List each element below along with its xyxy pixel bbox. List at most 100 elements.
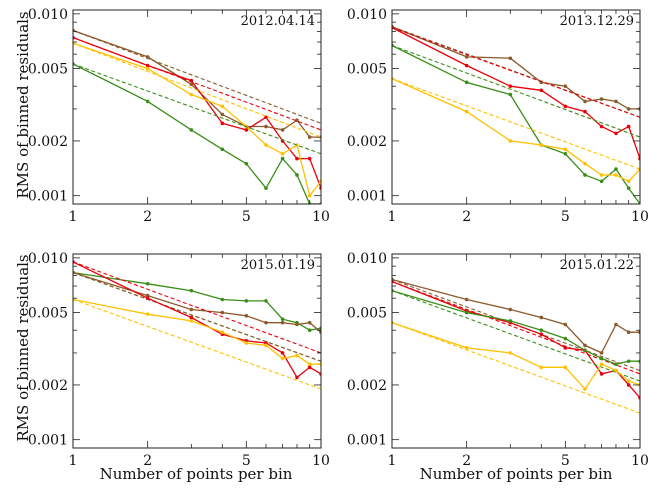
data-point	[539, 365, 544, 370]
plot-area	[73, 260, 321, 390]
data-point	[280, 151, 285, 156]
x-tick-label: 5	[561, 453, 570, 469]
data-point	[220, 147, 225, 152]
data-point	[295, 375, 299, 380]
data-point	[307, 135, 312, 139]
ticks	[391, 254, 641, 448]
plot-frame	[391, 9, 641, 205]
data-point	[307, 328, 312, 333]
data-point	[464, 80, 469, 85]
data-point	[614, 99, 618, 104]
reference-line-4	[73, 299, 321, 390]
series-line-2	[392, 280, 640, 399]
series-line-1	[392, 26, 640, 110]
ticks	[391, 10, 641, 204]
panel-title: 2012.04.14	[241, 14, 315, 29]
ylabel-top: RMS of binned residuals	[14, 11, 32, 198]
series-line-2	[73, 36, 321, 189]
data-point	[145, 66, 150, 71]
data-point	[307, 362, 312, 367]
panel-title: 2015.01.19	[241, 258, 315, 273]
data-point	[583, 348, 587, 353]
data-point	[145, 312, 150, 316]
reference-line-4	[392, 322, 640, 414]
data-point	[145, 55, 150, 59]
data-point	[563, 84, 568, 89]
series-line-1	[73, 29, 321, 138]
data-point	[464, 109, 469, 114]
panel-2: 0.001 0.002 0.005 0.010 1 2 5 10 2013.12.29	[347, 7, 649, 225]
data-point	[599, 372, 604, 376]
data-point	[307, 193, 312, 198]
reference-line-2	[392, 27, 640, 118]
data-point	[264, 299, 268, 303]
data-point	[508, 139, 513, 143]
data-point	[508, 84, 513, 89]
data-point	[539, 88, 544, 93]
data-point	[295, 353, 299, 358]
data-point	[599, 356, 604, 361]
data-point	[508, 92, 513, 97]
ylabel-bottom: RMS of binned residuals	[14, 254, 32, 441]
data-point	[626, 179, 631, 184]
data-point	[563, 151, 568, 156]
data-point	[464, 63, 469, 68]
data-point	[508, 307, 513, 312]
data-point	[220, 104, 225, 109]
reference-line-4	[392, 78, 640, 170]
x-tick-label: 2	[143, 453, 152, 469]
data-point	[563, 322, 568, 327]
data-point	[614, 131, 618, 136]
x-tick-label: 2	[143, 209, 152, 225]
reference-line-3	[73, 261, 321, 354]
data-point	[508, 56, 513, 61]
data-point	[145, 293, 150, 298]
x-tick-label: 10	[631, 453, 649, 469]
data-point	[220, 297, 225, 302]
data-point	[626, 359, 631, 364]
data-point	[220, 310, 225, 315]
data-point	[626, 107, 631, 111]
data-point	[614, 362, 618, 367]
data-point	[614, 368, 618, 373]
plot-frame	[72, 9, 322, 205]
data-point	[599, 173, 604, 177]
data-point	[280, 351, 285, 355]
data-point	[563, 147, 568, 152]
data-point	[563, 104, 568, 109]
xlabel-right: Number of points per bin	[420, 465, 613, 483]
x-tick-label: 10	[631, 209, 649, 225]
y-tick-label: 0.002	[28, 378, 68, 394]
panel-4: 0.001 0.002 0.005 0.010 1 2 5 10 2015.01.22	[347, 251, 649, 469]
data-point	[295, 118, 299, 123]
reference-line-4	[73, 63, 321, 155]
data-point	[583, 161, 587, 166]
data-point	[220, 112, 225, 117]
data-point	[539, 315, 544, 320]
data-point	[244, 341, 249, 345]
data-point	[220, 330, 225, 335]
reference-line-3	[392, 290, 640, 382]
data-point	[189, 128, 194, 132]
series-line-4	[392, 78, 640, 183]
data-point	[280, 156, 285, 161]
data-point	[220, 121, 225, 126]
y-tick-label: 0.001	[28, 433, 68, 449]
data-point	[626, 330, 631, 335]
x-tick-label: 1	[388, 209, 397, 225]
data-point	[539, 328, 544, 333]
plot-area	[73, 28, 321, 204]
y-tick-label: 0.005	[28, 62, 68, 78]
data-point	[464, 297, 469, 302]
series-line-2	[73, 271, 321, 333]
data-point	[244, 128, 249, 132]
x-tick-label: 5	[242, 453, 251, 469]
data-point	[464, 55, 469, 59]
xlabel-left: Number of points per bin	[100, 465, 293, 483]
data-point	[599, 124, 604, 129]
data-point	[583, 343, 587, 348]
data-point	[583, 173, 587, 177]
reference-line-3	[73, 42, 321, 138]
data-point	[626, 124, 631, 129]
y-tick-label: 0.005	[347, 62, 387, 78]
